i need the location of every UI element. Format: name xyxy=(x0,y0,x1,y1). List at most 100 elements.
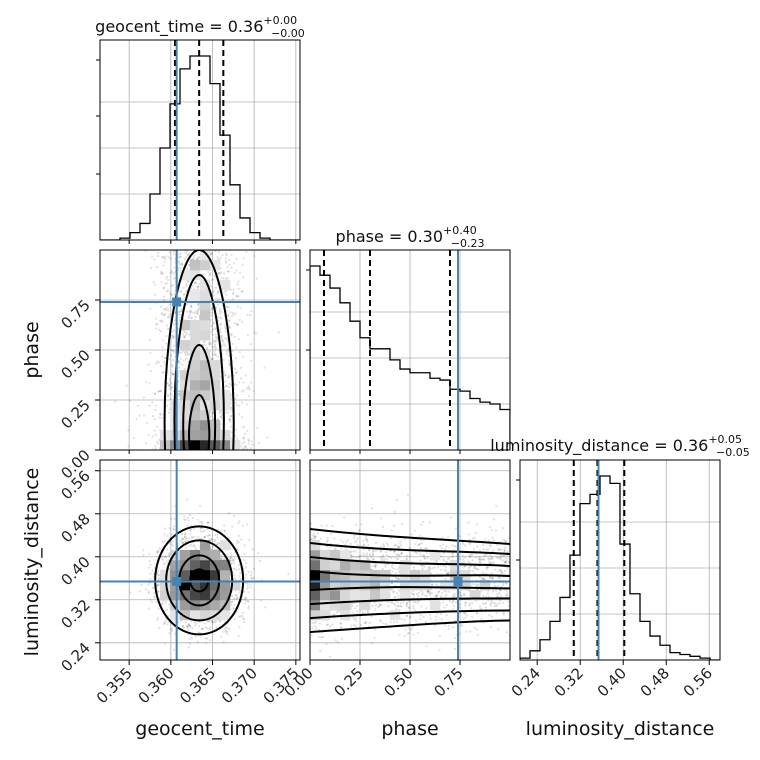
sample-point xyxy=(144,381,148,384)
sample-point xyxy=(136,404,139,407)
sample-point xyxy=(243,445,246,448)
sample-point xyxy=(214,346,217,349)
sample-point xyxy=(218,290,221,293)
sample-point xyxy=(199,527,202,530)
sample-point xyxy=(148,382,151,385)
sample-point xyxy=(163,313,167,317)
sample-point xyxy=(146,421,149,425)
sample-point xyxy=(227,411,230,414)
sample-point xyxy=(151,569,154,572)
sample-point xyxy=(230,603,233,606)
sample-point xyxy=(477,583,480,586)
sample-point xyxy=(258,559,262,563)
sample-point xyxy=(451,544,454,547)
sample-point xyxy=(193,254,196,257)
sample-point xyxy=(241,442,244,445)
density-cell xyxy=(190,440,201,450)
sample-point xyxy=(184,357,187,360)
sample-point xyxy=(212,545,215,549)
panel-geocent_time-vs-geocent_time xyxy=(99,39,301,241)
sample-point xyxy=(161,311,164,314)
sample-point xyxy=(209,272,212,275)
sample-point xyxy=(221,557,224,560)
density-cell xyxy=(180,550,191,561)
sample-point xyxy=(162,371,165,374)
sample-point xyxy=(423,565,426,568)
sample-point xyxy=(209,253,213,256)
sample-point xyxy=(171,373,174,376)
density-cell xyxy=(190,420,201,431)
sample-point xyxy=(452,607,455,611)
sample-point xyxy=(166,623,169,626)
y-tick-label-luminosity_distance: 0.48 xyxy=(57,510,93,546)
sample-point xyxy=(163,533,166,536)
sample-point xyxy=(166,316,169,319)
sample-point xyxy=(236,371,239,374)
sample-point xyxy=(171,386,174,389)
sample-point xyxy=(156,255,160,258)
sample-point xyxy=(241,390,244,393)
sample-point xyxy=(187,519,190,522)
sample-point xyxy=(183,367,187,370)
sample-point xyxy=(156,322,159,326)
sample-point xyxy=(212,289,215,292)
sample-point xyxy=(238,575,241,578)
density-cell xyxy=(170,550,181,561)
sample-point xyxy=(181,625,184,628)
sample-point xyxy=(172,252,175,255)
sample-point xyxy=(217,257,220,261)
sample-point xyxy=(157,361,160,364)
sample-point xyxy=(228,386,231,389)
density-cell xyxy=(200,610,211,621)
title-geocent-time-minus: −0.00 xyxy=(271,27,305,40)
sample-point xyxy=(149,572,152,575)
sample-point xyxy=(235,539,239,542)
density-cell xyxy=(200,590,211,601)
density-cell xyxy=(200,320,211,331)
sample-point xyxy=(156,583,160,587)
sample-point xyxy=(128,399,131,402)
sample-point xyxy=(178,395,181,398)
sample-point xyxy=(238,626,241,629)
sample-point xyxy=(252,389,255,393)
sample-point xyxy=(230,253,233,257)
sample-point xyxy=(247,591,250,594)
sample-point xyxy=(226,626,229,630)
sample-point xyxy=(444,595,447,598)
sample-point xyxy=(242,389,245,392)
sample-point xyxy=(186,253,189,256)
density-cell xyxy=(190,610,201,621)
sample-point xyxy=(219,308,222,311)
sample-point xyxy=(211,352,215,355)
sample-point xyxy=(178,256,181,259)
sample-point xyxy=(201,627,204,630)
sample-point xyxy=(203,340,206,344)
sample-point xyxy=(154,317,158,320)
sample-point xyxy=(180,262,183,265)
density-cell xyxy=(170,590,181,601)
sample-point xyxy=(412,589,415,592)
sample-point xyxy=(386,544,389,547)
sample-point xyxy=(237,563,241,567)
sample-point xyxy=(187,537,191,540)
sample-point xyxy=(228,419,231,422)
sample-point xyxy=(435,594,438,597)
sample-point xyxy=(241,614,244,618)
sample-point xyxy=(157,583,160,586)
sample-point xyxy=(245,562,248,565)
sample-point xyxy=(201,530,205,533)
sample-point xyxy=(151,435,154,438)
sample-point xyxy=(223,529,226,532)
sample-point xyxy=(227,349,230,352)
title-phase-minus: −0.23 xyxy=(451,237,485,250)
sample-point xyxy=(156,571,159,574)
sample-point xyxy=(210,331,213,334)
sample-point xyxy=(239,615,242,618)
sample-point xyxy=(219,415,222,418)
sample-point xyxy=(228,319,231,323)
sample-point xyxy=(165,608,168,612)
sample-point xyxy=(224,323,227,326)
density-cell xyxy=(180,570,191,581)
sample-point xyxy=(177,360,180,363)
sample-point xyxy=(250,310,253,313)
